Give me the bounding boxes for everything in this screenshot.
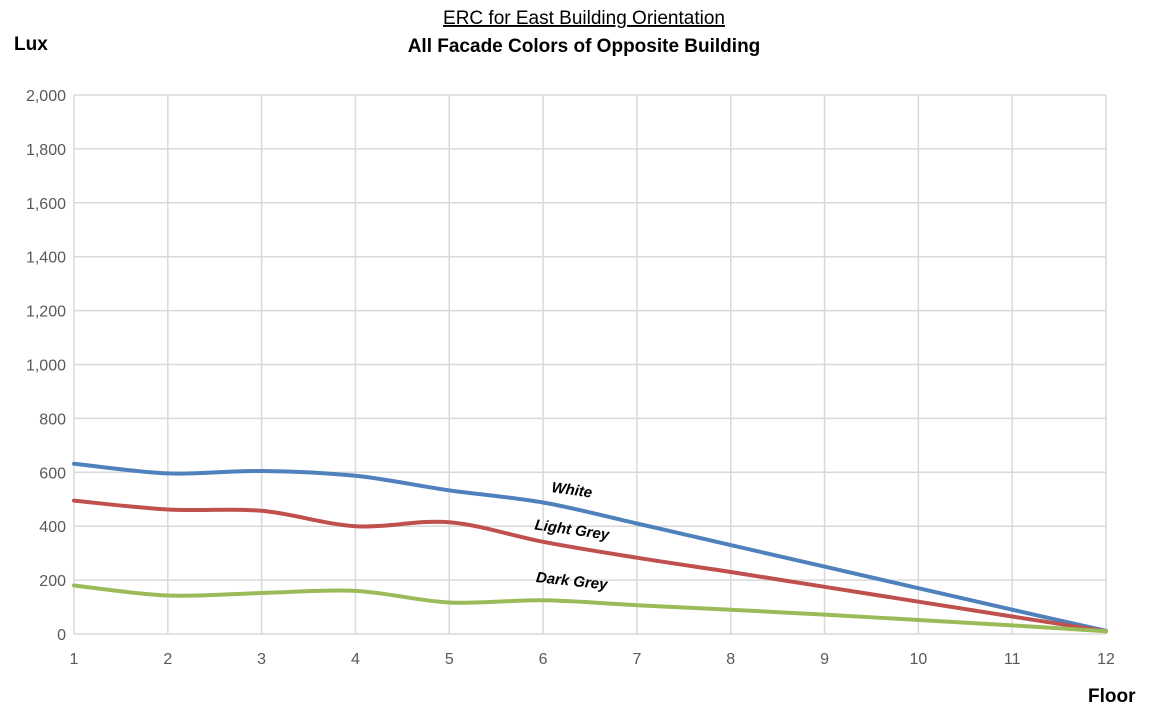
x-tick-label: 2: [163, 651, 172, 668]
y-tick-label: 800: [39, 411, 66, 428]
chart-subtitle: All Facade Colors of Opposite Building: [408, 36, 761, 57]
y-tick-label: 0: [57, 627, 66, 644]
y-tick-label: 2,000: [26, 88, 66, 105]
gridlines: [73, 94, 1107, 635]
x-tick-label: 6: [539, 651, 548, 668]
y-tick-label: 1,800: [26, 142, 66, 159]
series-labels: White Light Grey Dark Grey: [534, 479, 611, 593]
x-tick-label: 11: [1004, 651, 1021, 668]
y-tick-label: 1,200: [26, 304, 66, 321]
series-group: [72, 461, 1108, 634]
y-axis-title: Lux: [14, 34, 48, 55]
x-tick-label: 9: [820, 651, 829, 668]
chart-title: ERC for East Building Orientation: [443, 8, 725, 29]
y-tick-label: 600: [39, 465, 66, 482]
series-line-white: [72, 461, 1108, 633]
series-line-light-grey: [72, 498, 1108, 634]
y-tick-label: 1,400: [26, 250, 66, 267]
y-tick-label: 400: [39, 519, 66, 536]
y-tick-label: 200: [39, 573, 66, 590]
x-axis-title: Floor: [1088, 686, 1136, 707]
x-tick-label: 5: [445, 651, 454, 668]
x-tick-label: 12: [1097, 651, 1115, 668]
x-tick-label: 3: [257, 651, 266, 668]
x-tick-label: 8: [726, 651, 735, 668]
x-tick-label: 7: [632, 651, 641, 668]
series-label-white: White: [550, 479, 593, 502]
y-tick-label: 1,600: [26, 196, 66, 213]
series-label-light-grey: Light Grey: [534, 517, 611, 544]
x-tick-label: 4: [351, 651, 360, 668]
y-tick-label: 1,000: [26, 358, 66, 375]
series-line-dark-grey: [72, 583, 1108, 634]
series-label-dark-grey: Dark Grey: [535, 569, 609, 593]
x-tick-label: 1: [70, 651, 79, 668]
axis-ticks: 0 200 400 600 800 1,000 1,200 1,400 1,600 1,800 2,…: [26, 88, 1115, 668]
x-tick-label: 10: [909, 651, 927, 668]
